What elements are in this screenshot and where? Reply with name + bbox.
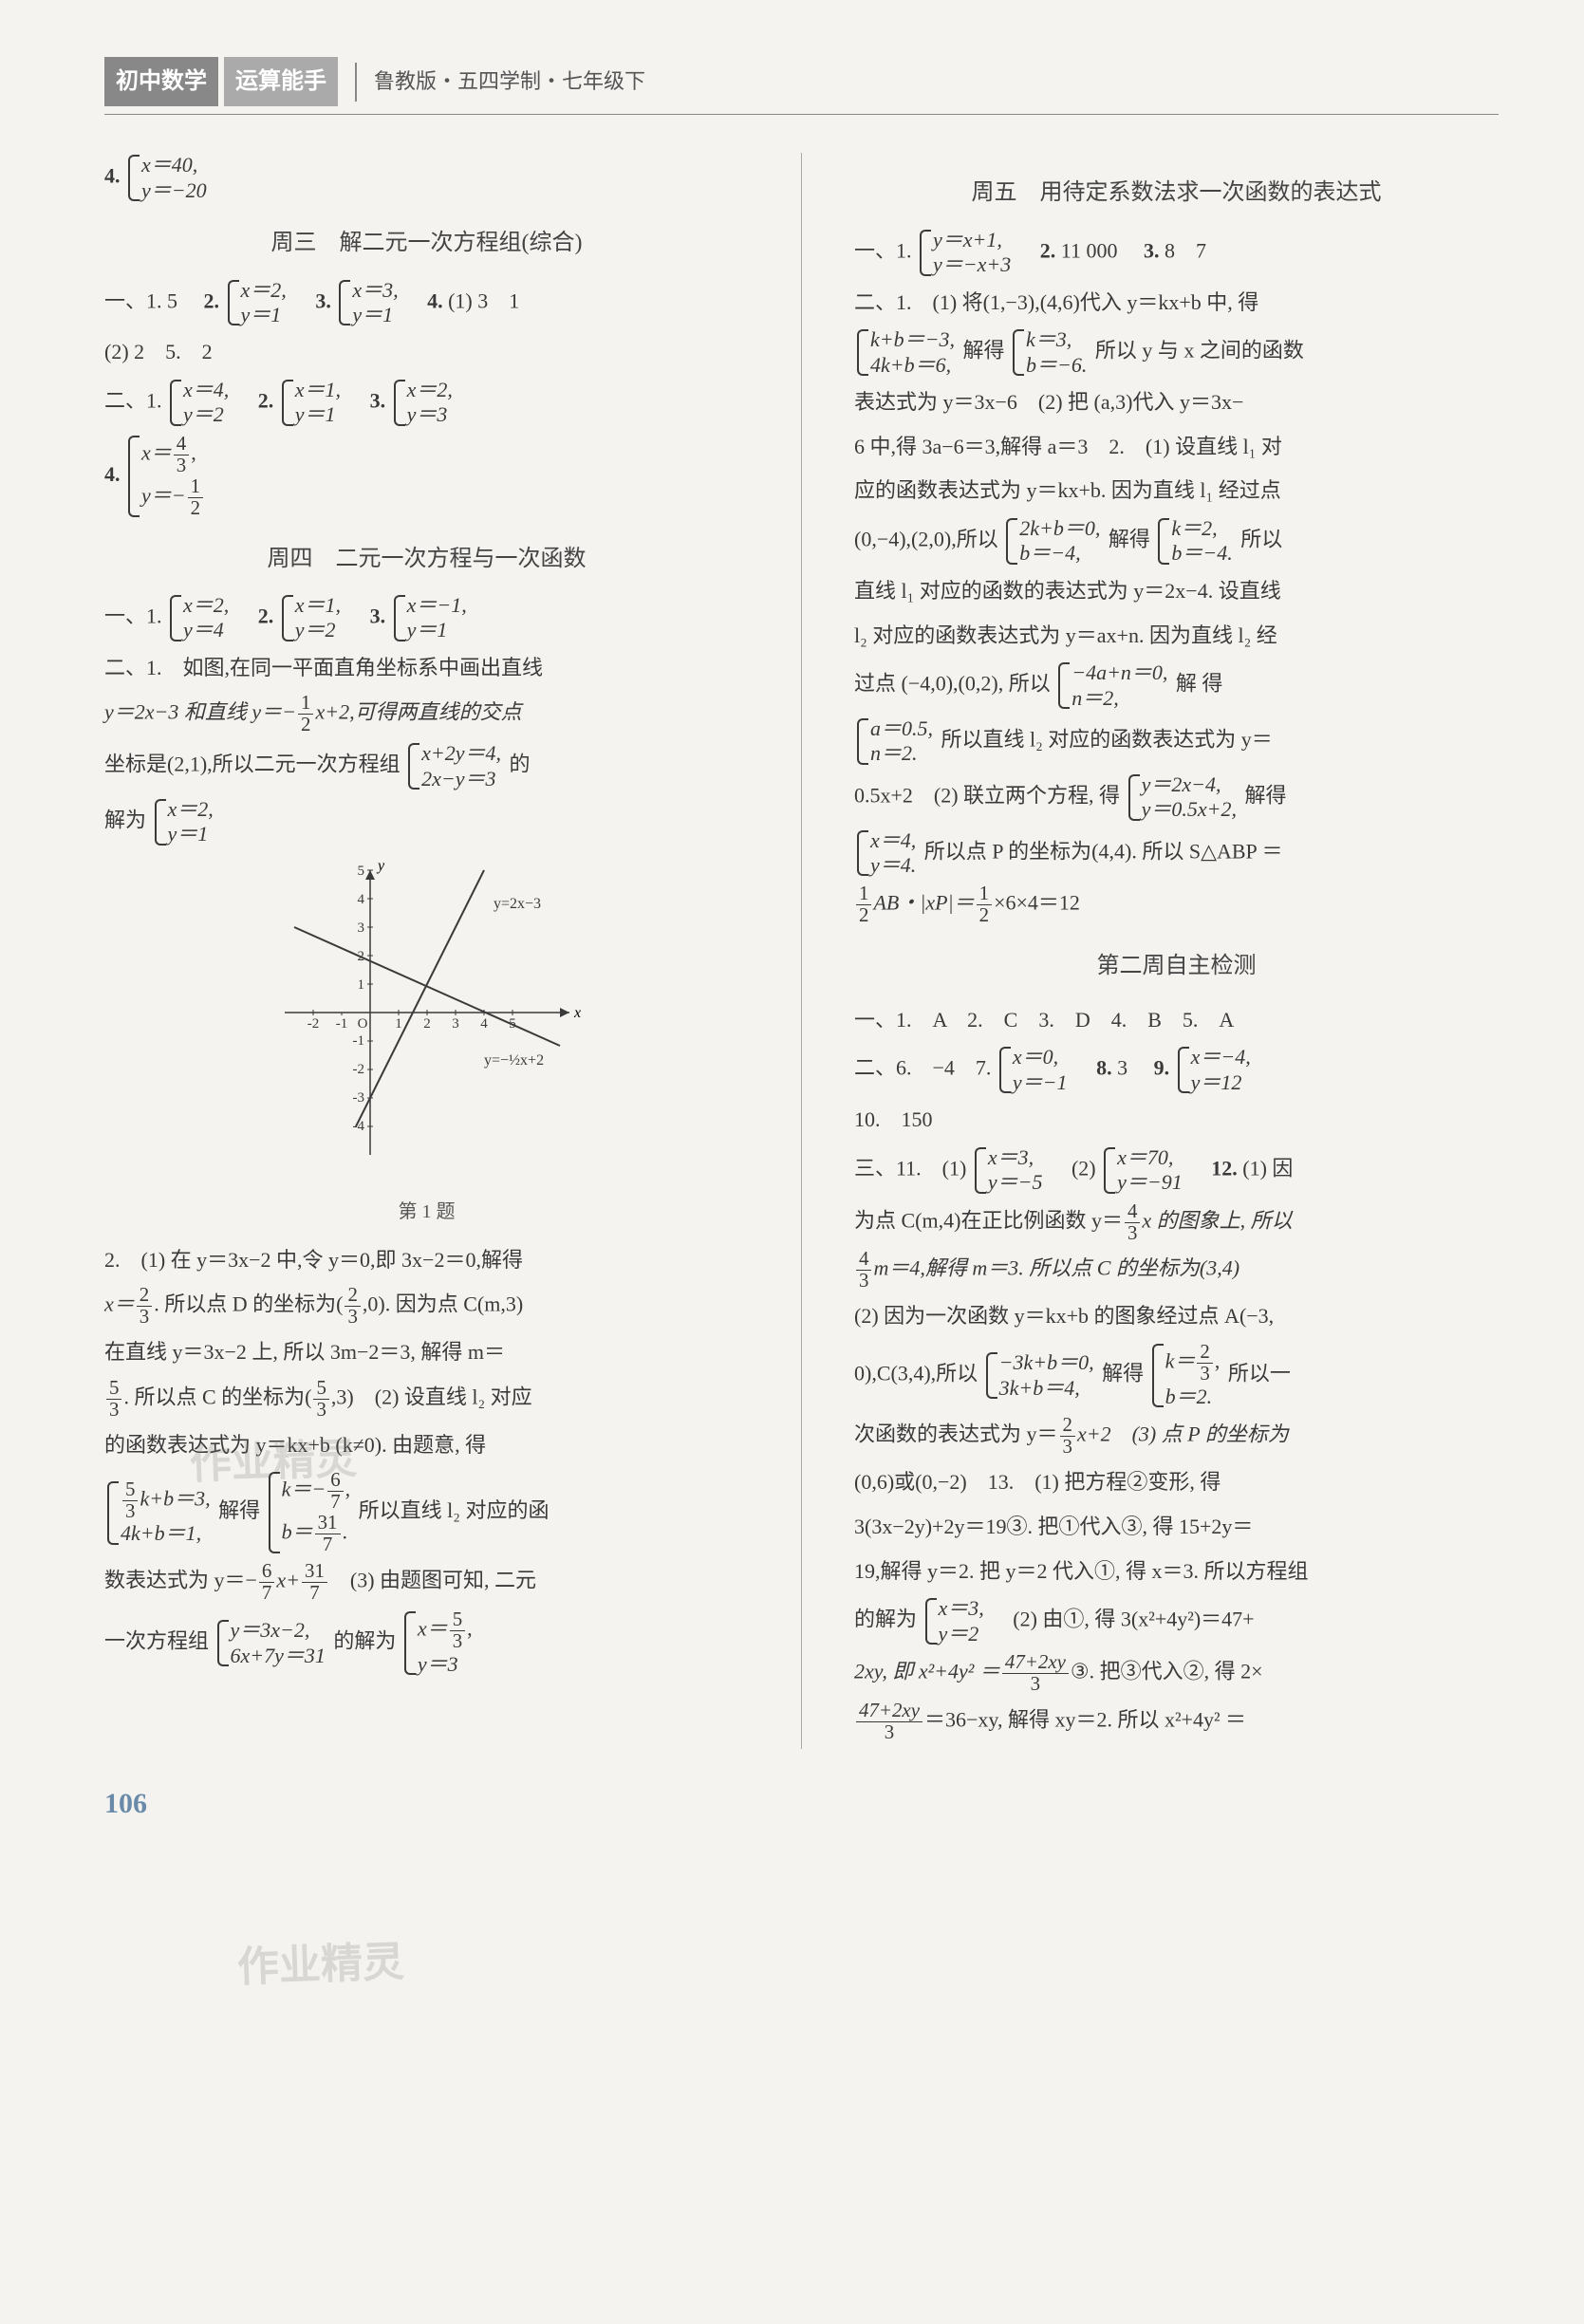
svg-text:1: 1 [357,977,364,993]
graph-q1: -2 -1 O 1 2 3 4 5 1 2 3 4 [104,861,749,1187]
test-p8: 19,解得 y＝2. 把 y＝2 代入①, 得 x＝3. 所以方程组 [854,1552,1499,1591]
thu2-p8: 一次方程组 y＝3x−2,6x+7y＝31 的解为 x＝53, y＝3 [104,1609,749,1677]
fri-l1: 一、1. y＝x+1,y＝−x+3 2. 11 000 3. 8 7 [854,228,1499,278]
fri-p4: 6 中,得 3a−6＝3,解得 a＝3 2. (1) 设直线 l₁ 对 [854,428,1499,467]
svg-text:O: O [357,1016,367,1032]
fri-p11: 0.5x+2 (2) 联立两个方程, 得 y＝2x−4,y＝0.5x+2, 解得 [854,772,1499,823]
badge-series: 运算能手 [224,57,338,106]
test-p3: (2) 因为一次函数 y＝kx+b 的图象经过点 A(−3, [854,1297,1499,1336]
page-header: 初中数学 运算能手 鲁教版・五四学制・七年级下 [104,57,1499,115]
svg-text:y=−½x+2: y=−½x+2 [484,1052,544,1069]
test-l4: 三、11. (1) x＝3,y＝−5 (2) x＝70,y＝−91 12. (1… [854,1145,1499,1196]
fri-p2: k+b＝−3,4k+b＝6, 解得 k＝3,b＝−6. 所以 y 与 x 之间的… [854,327,1499,378]
test-l2: 二、6. −4 7. x＝0,y＝−1 8. 3 9. x＝−4,y＝12 [854,1045,1499,1095]
header-subtitle: 鲁教版・五四学制・七年级下 [355,63,645,102]
brace-4: x＝40, y＝−20 [128,153,207,203]
wed-line1: 一、1. 5 2. x＝2,y＝1 3. x＝3,y＝1 4. (1) 3 1 [104,278,749,328]
graph-caption: 第 1 题 [104,1195,749,1230]
svg-text:y=2x−3: y=2x−3 [494,896,541,912]
fri-p8: l₂ 对应的函数表达式为 y＝ax+n. 因为直线 l₂ 经 [854,617,1499,656]
thu2-p5: 的函数表达式为 y＝kx+b (k≠0). 由题意, 得 [104,1426,749,1465]
thu-p1: 二、1. 如图,在同一平面直角坐标系中画出直线 [104,649,749,688]
thu2-p6: 53k+b＝3, 4k+b＝1, 解得 k＝−67, b＝317. 所以直线 l… [104,1470,749,1555]
right-column: 周五 用待定系数法求一次函数的表达式 一、1. y＝x+1,y＝−x+3 2. … [854,153,1499,1748]
svg-text:4: 4 [480,1016,488,1032]
svg-text:y: y [376,861,385,874]
wed-line2: (2) 2 5. 2 [104,333,749,372]
test-l1: 一、1. A 2. C 3. D 4. B 5. A [854,1001,1499,1040]
answer-4: 4. x＝40, y＝−20 [104,153,749,203]
section-test-title: 第二周自主检测 [854,945,1499,987]
fri-p10: a＝0.5,n＝2. 所以直线 l₂ 对应的函数表达式为 y＝ [854,716,1499,767]
left-column: 4. x＝40, y＝−20 周三 解二元一次方程组(综合) 一、1. 5 2.… [104,153,749,1748]
fri-p12: x＝4,y＝4. 所以点 P 的坐标为(4,4). 所以 S△ABP ＝ [854,828,1499,879]
svg-text:-2: -2 [307,1016,319,1032]
svg-text:2: 2 [423,1016,431,1032]
thu2-p2: x＝23. 所以点 D 的坐标为(23,0). 因为点 C(m,3) [104,1285,749,1328]
test-p1: 为点 C(m,4)在正比例函数 y＝43x 的图象上, 所以 [854,1201,1499,1244]
section-thu-title: 周四 二元一次方程与一次函数 [104,538,749,580]
section-fri-title: 周五 用待定系数法求一次函数的表达式 [854,172,1499,214]
test-p6: (0,6)或(0,−2) 13. (1) 把方程②变形, 得 [854,1463,1499,1502]
test-p10: 2xy, 即 x²+4y² ＝47+2xy3③. 把③代入②, 得 2× [854,1652,1499,1695]
test-l3: 10. 150 [854,1101,1499,1140]
fri-p7: 直线 l₁ 对应的函数的表达式为 y＝2x−4. 设直线 [854,572,1499,611]
watermark-2: 作业精灵 [236,1924,406,2006]
thu2-p7: 数表达式为 y＝−67x+317 (3) 由题图可知, 二元 [104,1561,749,1604]
test-p5: 次函数的表达式为 y＝23x+2 (3) 点 P 的坐标为 [854,1415,1499,1458]
test-p4: 0),C(3,4),所以 −3k+b＝0,3k+b＝4, 解得 k＝23, b＝… [854,1342,1499,1409]
thu-p3: 坐标是(2,1),所以二元一次方程组 x+2y＝4,2x−y＝3 的 [104,741,749,791]
fri-p13: 12AB・|xP|＝12×6×4＝12 [854,883,1499,926]
thu2-p4: 53. 所以点 C 的坐标为(53,3) (2) 设直线 l₂ 对应 [104,1378,749,1421]
thu-line1: 一、1. x＝2,y＝4 2. x＝1,y＝2 3. x＝−1,y＝1 [104,593,749,643]
svg-text:-1: -1 [352,1033,364,1049]
fri-p9: 过点 (−4,0),(0,2), 所以 −4a+n＝0,n＝2, 解 得 [854,660,1499,711]
graph-svg: -2 -1 O 1 2 3 4 5 1 2 3 4 [266,861,588,1174]
svg-text:3: 3 [357,920,364,936]
thu2-p1: 2. (1) 在 y＝3x−2 中,令 y＝0,即 3x−2＝0,解得 [104,1241,749,1280]
section-wed-title: 周三 解二元一次方程组(综合) [104,222,749,264]
fri-p5: 应的函数表达式为 y＝kx+b. 因为直线 l₁ 经过点 [854,472,1499,511]
test-p9: 的解为 x＝3,y＝2 (2) 由①, 得 3(x²+4y²)＝47+ [854,1596,1499,1646]
wed-line4: 4. x＝43, y＝−12 [104,434,749,519]
svg-text:x: x [573,1005,581,1021]
page-number: 106 [104,1777,1499,1831]
fri-p3: 表达式为 y＝3x−6 (2) 把 (a,3)代入 y＝3x− [854,383,1499,422]
svg-text:3: 3 [452,1016,459,1032]
fri-p1: 二、1. (1) 将(1,−3),(4,6)代入 y＝kx+b 中, 得 [854,284,1499,323]
test-p7: 3(3x−2y)+2y＝19③. 把①代入③, 得 15+2y＝ [854,1508,1499,1547]
thu2-p3: 在直线 y＝3x−2 上, 所以 3m−2＝3, 解得 m＝ [104,1333,749,1372]
fri-p6: (0,−4),(2,0),所以 2k+b＝0,b＝−4, 解得 k＝2,b＝−4… [854,516,1499,567]
svg-text:4: 4 [357,892,364,907]
wed-line3: 二、1. x＝4,y＝2 2. x＝1,y＝1 3. x＝2,y＝3 [104,378,749,428]
thu-p4: 解为 x＝2,y＝1 [104,797,749,847]
test-p11: 47+2xy3＝36−xy, 解得 xy＝2. 所以 x²+4y² ＝ [854,1701,1499,1743]
thu-p2: y＝2x−3 和直线 y＝−12x+2,可得两直线的交点 [104,693,749,735]
content-columns: 4. x＝40, y＝−20 周三 解二元一次方程组(综合) 一、1. 5 2.… [104,153,1499,1748]
svg-text:-3: -3 [352,1090,364,1106]
svg-text:-1: -1 [335,1016,347,1032]
svg-text:5: 5 [357,864,364,879]
badge-subject: 初中数学 [104,57,218,106]
column-divider [801,153,802,1748]
test-p2: 43m＝4,解得 m＝3. 所以点 C 的坐标为(3,4) [854,1249,1499,1292]
svg-text:-2: -2 [352,1062,364,1077]
svg-text:1: 1 [395,1016,402,1032]
